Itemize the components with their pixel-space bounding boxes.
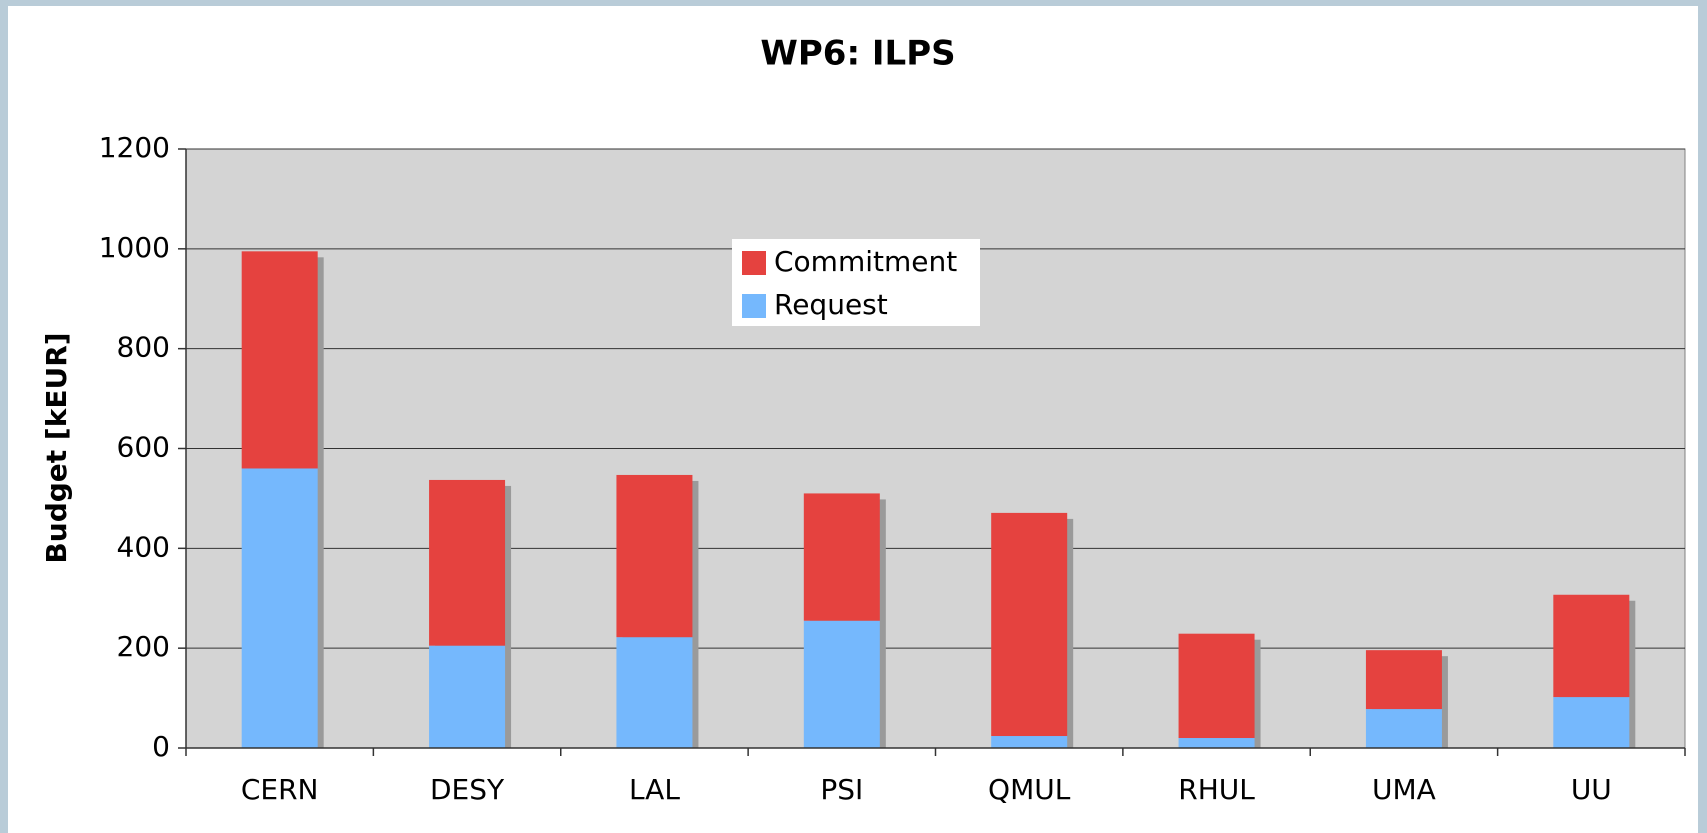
bar-segment (991, 736, 1068, 748)
x-tick-label: LAL (629, 773, 680, 806)
x-tick-label: UMA (1372, 773, 1436, 806)
bar-segment (1178, 738, 1255, 748)
x-tick-label: PSI (820, 773, 863, 806)
bar-segment (616, 474, 693, 638)
chart-title: WP6: ILPS (760, 34, 955, 74)
legend-label: Commitment (774, 245, 957, 278)
bar-segment (616, 637, 693, 748)
x-tick-label: UU (1571, 773, 1612, 806)
bar-segment (1178, 633, 1255, 739)
legend-label: Request (774, 288, 888, 321)
y-tick-label: 800 (117, 331, 170, 364)
y-axis-label: Budget [kEUR] (40, 332, 73, 563)
bar-segment (429, 479, 506, 646)
legend-swatch (742, 294, 766, 318)
x-tick-label: DESY (430, 773, 505, 806)
y-tick-label: 1000 (99, 231, 170, 264)
bar-segment (429, 645, 506, 748)
y-tick-label: 200 (117, 630, 170, 663)
y-tick-label: 1200 (99, 131, 170, 164)
bar-segment (1365, 709, 1442, 748)
bar-segment (991, 512, 1068, 737)
bar-segment (241, 251, 318, 469)
bar-segment (1365, 650, 1442, 710)
legend-swatch (742, 251, 766, 275)
x-tick-label: QMUL (988, 773, 1071, 806)
bar-segment (803, 620, 880, 748)
x-tick-label: CERN (241, 773, 319, 806)
bar-segment (1553, 594, 1630, 698)
x-tick-label: RHUL (1178, 773, 1255, 806)
y-tick-label: 0 (152, 730, 170, 763)
y-tick-label: 400 (117, 530, 170, 563)
bar-segment (1553, 697, 1630, 748)
bar-segment (241, 468, 318, 748)
bar-segment (803, 493, 880, 621)
legend-box (732, 239, 980, 326)
y-tick-label: 600 (117, 431, 170, 464)
